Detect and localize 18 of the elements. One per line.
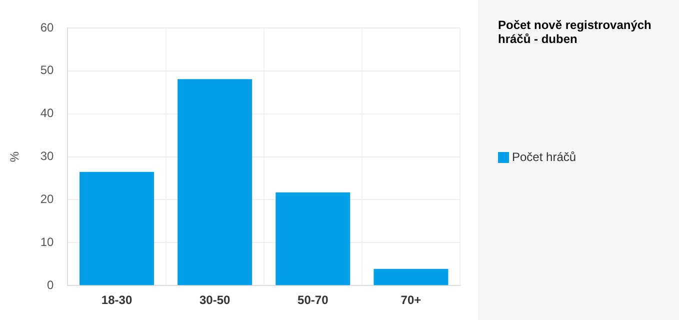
y-tick-label: 50 [40,63,54,78]
y-tick-label: 0 [47,278,54,292]
y-tick-label: 30 [40,149,54,164]
bar [80,172,154,286]
y-tick-label: 40 [40,106,54,120]
y-tick-label: 20 [40,192,54,206]
y-tick-label: 10 [40,234,54,249]
x-tick-label: 30-50 [199,293,231,308]
bar [178,79,252,286]
y-axis-title: % [8,151,22,162]
x-tick-label: 70+ [400,293,422,308]
bar [374,268,448,286]
bar [276,192,350,286]
legend-label: Počet hráčů [512,150,576,164]
x-tick-label: 18-30 [101,293,132,308]
text: Počet nově registrovaných hráčů - duben [498,18,652,46]
y-tick-label: 60 [40,20,54,34]
x-tick-label: 50-70 [298,293,329,308]
